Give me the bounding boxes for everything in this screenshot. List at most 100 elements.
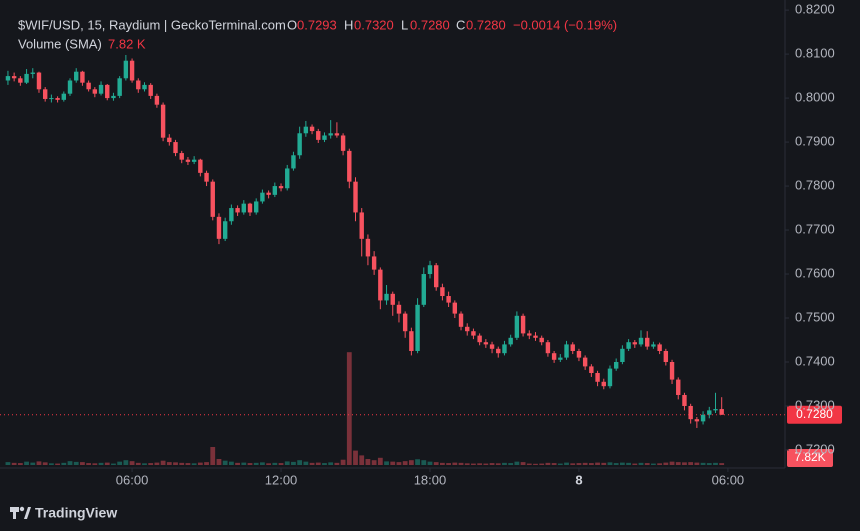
volume-bar <box>545 462 551 465</box>
close-value: 0.7280 <box>466 17 506 32</box>
candle-body <box>539 337 544 343</box>
y-tick-label: 0.7300 <box>795 397 835 412</box>
volume-bar <box>235 462 240 465</box>
candle-body <box>433 265 439 288</box>
candle-body <box>409 331 414 351</box>
volume-bar <box>210 447 216 465</box>
volume-bar <box>11 462 17 465</box>
candle-body <box>229 208 234 222</box>
volume-bar <box>173 462 178 465</box>
change-value: −0.0014 (−0.19%) <box>513 17 617 32</box>
candle-body <box>142 84 147 90</box>
open-value: 0.7293 <box>297 17 337 32</box>
volume-bar <box>582 462 588 465</box>
candle-body <box>117 78 122 96</box>
candle-body <box>260 192 265 202</box>
candle-body <box>527 333 532 336</box>
volume-bar <box>651 463 656 465</box>
candle-body <box>80 71 85 83</box>
volume-bar <box>520 462 526 465</box>
volume-bar <box>17 463 23 465</box>
candle-body <box>669 361 675 380</box>
volume-bar <box>179 462 185 465</box>
overlay: 0.7280 7.82K <box>0 405 842 467</box>
volume-bar <box>191 463 197 465</box>
volume-bar <box>607 462 613 465</box>
candle-body <box>278 186 284 189</box>
volume-bar <box>713 462 718 465</box>
volume-badge <box>787 449 833 467</box>
x-tick-label: 06:00 <box>712 472 745 487</box>
volume-bar <box>197 462 203 465</box>
candle-body <box>657 344 662 351</box>
y-tick-label: 0.8200 <box>795 2 835 17</box>
candle-body <box>508 337 513 345</box>
volume-bar <box>508 463 514 465</box>
candle-body <box>222 221 228 239</box>
candle-body <box>365 238 371 257</box>
volume-bar <box>675 462 681 465</box>
candle-body <box>123 60 129 79</box>
volume-bar <box>384 461 389 465</box>
candle-body <box>160 104 166 138</box>
candle-body <box>347 150 352 182</box>
volume-bar <box>73 461 79 465</box>
candle-body <box>179 153 184 160</box>
candle-body <box>589 366 594 373</box>
volume-bar <box>471 463 476 465</box>
candle-body <box>247 203 253 213</box>
candle-body <box>626 342 631 349</box>
volume-bar <box>483 463 489 465</box>
candle-body <box>384 293 389 301</box>
candle-body <box>520 315 526 334</box>
candle-body <box>185 159 191 162</box>
volume-bar <box>433 462 439 465</box>
volume-bar <box>260 462 265 465</box>
volume-bar <box>142 463 147 465</box>
volume-bar <box>682 462 687 465</box>
candle-body <box>427 265 433 275</box>
y-tick-label: 0.8100 <box>795 46 835 61</box>
volume-bar <box>688 462 694 465</box>
candle-body <box>86 82 91 90</box>
volume-bar <box>557 463 563 465</box>
candle-body <box>719 409 724 415</box>
candle-body <box>340 135 346 151</box>
y-tick-label: 0.7400 <box>795 353 835 368</box>
volume-bar <box>241 462 247 465</box>
brand-logo <box>10 506 31 519</box>
plot-area <box>5 54 725 465</box>
candle-body <box>291 155 296 169</box>
volume-bar <box>390 461 396 465</box>
volume-bar <box>353 450 358 465</box>
candle-body <box>452 302 458 314</box>
volume-bar <box>644 463 650 465</box>
volume-bar <box>626 462 631 465</box>
candle-body <box>496 348 501 354</box>
volume-bar <box>526 463 532 465</box>
candle-body <box>533 335 538 338</box>
volume-bar <box>570 463 576 465</box>
volume-bar <box>154 462 160 465</box>
volume-bar <box>222 460 228 465</box>
volume-bar <box>36 461 42 465</box>
volume-bar <box>601 462 607 465</box>
volume-bar <box>315 462 321 465</box>
volume-bar <box>402 461 408 465</box>
candle-body <box>371 256 377 270</box>
candle-body <box>49 98 54 100</box>
price-badge-label: 0.7280 <box>796 407 833 421</box>
candle-body <box>545 342 551 354</box>
candle-body <box>309 126 315 132</box>
candle-body <box>440 287 445 297</box>
volume-bar <box>297 460 303 465</box>
candle-body <box>216 216 222 239</box>
candle-body <box>129 60 135 81</box>
volume-bar <box>396 462 402 465</box>
candle-body <box>334 133 340 136</box>
candle-body <box>55 98 60 100</box>
volume-bar <box>440 462 445 465</box>
candle-body <box>254 201 259 213</box>
volume-bar <box>539 463 545 465</box>
volume-bar <box>117 461 123 465</box>
